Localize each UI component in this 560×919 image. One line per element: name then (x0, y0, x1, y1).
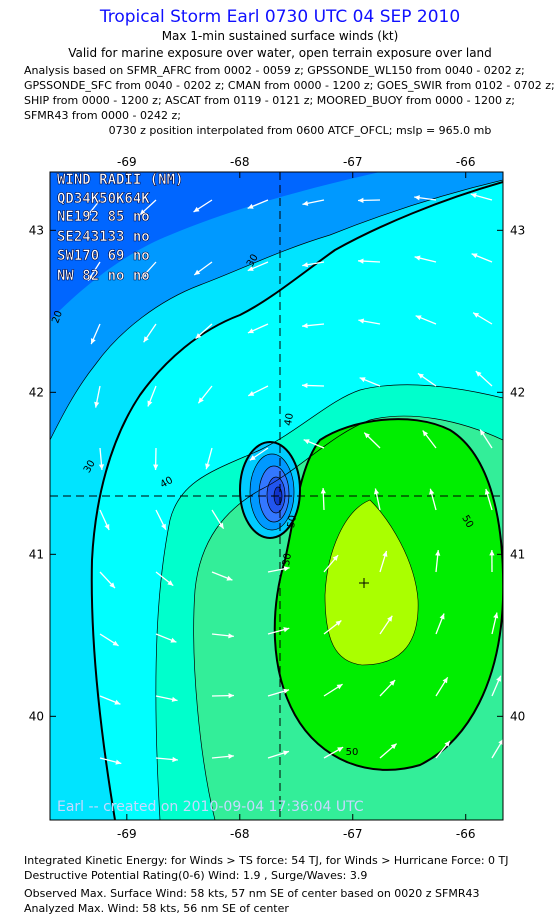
x-tick-label: -68 (230, 827, 250, 841)
y-tick-label: 40 (29, 709, 44, 723)
contour-label: 50 (286, 514, 299, 528)
footer-line: Observed Max. Surface Wind: 58 kts, 57 n… (24, 887, 480, 900)
x-tick-label: -66 (456, 827, 476, 841)
wind-radii: SW170 69 no (57, 248, 150, 264)
footer-line: Analyzed Max. Wind: 58 kts, 56 nm SE of … (24, 902, 289, 915)
x-tick-label: -67 (343, 827, 363, 841)
x-tick-label: -69 (117, 827, 137, 841)
contour-label: 30 (281, 552, 294, 566)
wind-radii: QD34K50K64K (57, 191, 150, 207)
y-tick-label: 41 (29, 547, 44, 561)
validity: Valid for marine exposure over water, op… (68, 46, 492, 60)
analysis-line: Analysis based on SFMR_AFRC from 0002 - … (24, 64, 525, 77)
y-tick-label: 42 (510, 385, 525, 399)
y-tick-label: 41 (510, 547, 525, 561)
subtitle: Max 1-min sustained surface winds (kt) (162, 29, 399, 43)
contour-label: 50 (346, 747, 359, 758)
position-note: 0730 z position interpolated from 0600 A… (109, 124, 492, 137)
y-tick-label: 43 (510, 223, 525, 237)
analysis-line: SHIP from 0000 - 1200 z; ASCAT from 0119… (24, 94, 515, 107)
y-tick-label: 40 (510, 709, 525, 723)
x-tick-label: -68 (230, 155, 250, 169)
footer-line: Integrated Kinetic Energy: for Winds > T… (24, 854, 509, 867)
y-tick-label: 42 (29, 385, 44, 399)
watermark: Earl -- created on 2010-09-04 17:36:04 U… (57, 799, 364, 815)
analysis-line: GPSSONDE_SFC from 0040 - 0202 z; CMAN fr… (24, 79, 555, 92)
analysis-line: SFMR43 from 0000 - 0242 z; (24, 109, 181, 122)
x-tick-label: -69 (117, 155, 137, 169)
title: Tropical Storm Earl 0730 UTC 04 SEP 2010 (99, 7, 460, 27)
x-tick-label: -66 (456, 155, 476, 169)
wind-radii: SE243133 no (57, 229, 150, 245)
y-tick-label: 43 (29, 223, 44, 237)
wind-radii: NE192 85 no (57, 209, 150, 225)
footer-line: Destructive Potential Rating(0-6) Wind: … (24, 869, 367, 882)
x-tick-label: -67 (343, 155, 363, 169)
wind-radii: NW 82 no no (57, 268, 150, 284)
contour-label: 40 (283, 412, 296, 426)
wind-radii: WIND RADII (NM) (57, 172, 183, 188)
